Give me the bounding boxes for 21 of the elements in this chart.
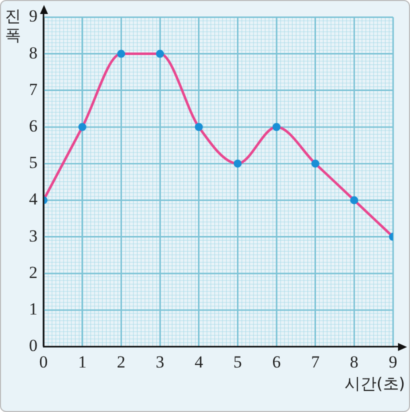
x-tick-label: 1 [78,352,87,372]
y-tick-label: 9 [29,6,38,26]
y-tick-label: 6 [29,116,38,136]
y-tick-label: 1 [29,299,38,318]
x-axis-title: 시간(초) [344,374,405,393]
x-tick-label: 8 [350,352,358,372]
y-tick-label: 7 [29,80,38,99]
x-tick-label: 2 [116,352,126,372]
y-tick-label: 4 [29,190,38,209]
y-axis-title: 진폭 [5,6,21,44]
x-tick-label: 5 [233,352,242,372]
x-tick-label: 4 [194,352,204,372]
y-tick-label: 0 [29,336,38,356]
y-tick-label: 5 [29,153,38,172]
x-tick-label: 9 [388,352,398,372]
x-tick-label: 3 [156,352,164,372]
x-tick-label: 6 [272,352,281,372]
y-tick-label: 3 [29,226,38,246]
y-tick-label: 2 [29,262,38,282]
y-tick-label: 8 [29,43,38,62]
x-tick-label: 7 [311,352,320,372]
